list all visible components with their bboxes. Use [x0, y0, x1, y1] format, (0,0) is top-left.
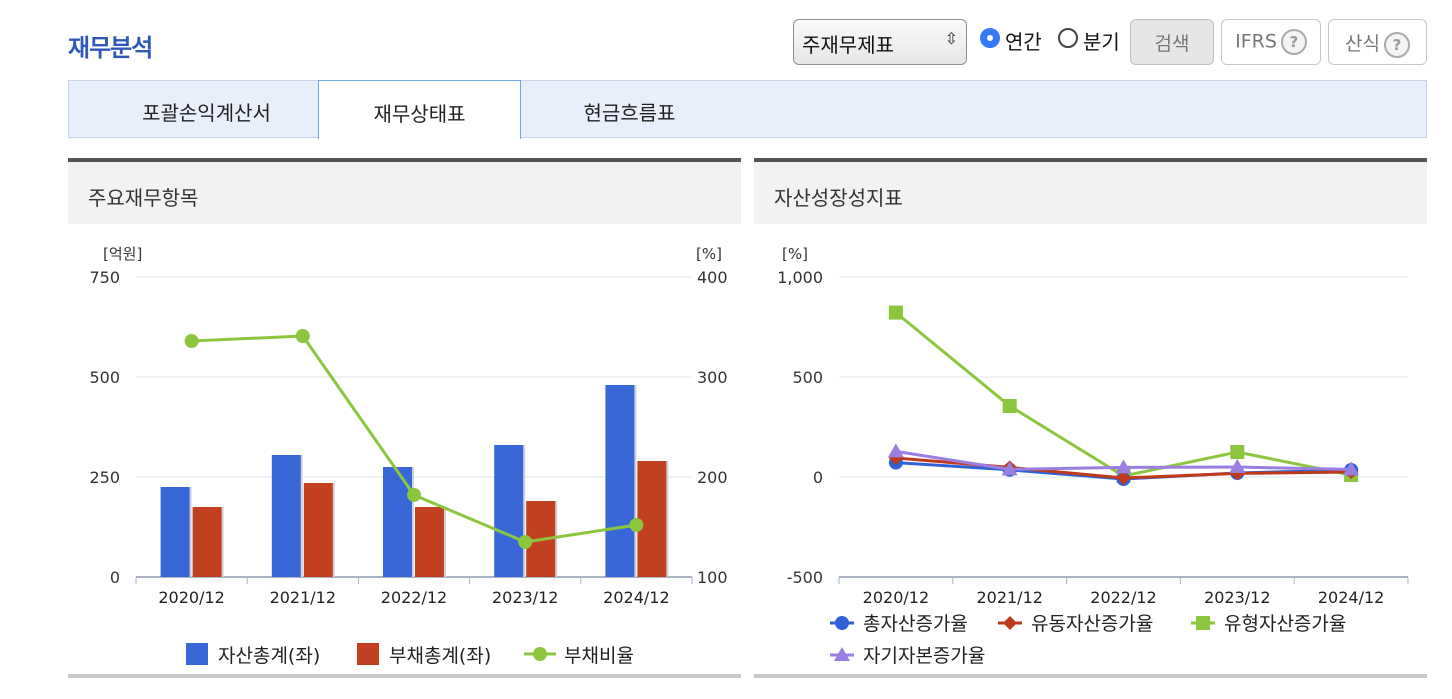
x-tick-label: 2021/12	[270, 588, 336, 607]
legend-label[interactable]: 자산총계(좌)	[218, 645, 320, 667]
legend-swatch-marker	[1003, 616, 1017, 630]
left-tick-label: 0	[110, 568, 120, 587]
x-tick-label: 2024/12	[603, 588, 669, 607]
debt-ratio-series	[184, 329, 644, 549]
x-tick-label: 2020/12	[863, 588, 929, 607]
left-axis-unit: [억원]	[103, 245, 142, 263]
help-icon: ?	[1280, 29, 1307, 55]
statement-type-value: 주재무제표	[802, 33, 894, 57]
right-tick-label: 300	[697, 368, 728, 387]
financial-items-chart: [억원] [%] 0 250 500 750 100 200 300 400 2020/12…	[89, 245, 728, 667]
tangible-asset-growth-point	[1002, 399, 1017, 413]
statement-tab-bar	[68, 80, 1427, 138]
growth-x-axis-labels: 2020/12 2021/12 2022/12 2023/12 2024/12	[863, 588, 1385, 607]
left-tick-label: 250	[89, 468, 120, 487]
tangible-asset-growth-point	[1230, 445, 1245, 459]
ifrs-button-label: IFRS	[1235, 30, 1277, 53]
equity-growth-point	[1115, 459, 1132, 474]
right-tick-label: 100	[697, 568, 728, 587]
x-tick-label: 2022/12	[381, 588, 447, 607]
debt-ratio-point	[184, 334, 199, 348]
legend-label[interactable]: 부채총계(좌)	[389, 645, 491, 667]
formula-button[interactable]: 산식?	[1328, 19, 1427, 65]
growth-axis-ticks: -500 0 500 1,000	[777, 268, 823, 587]
legend-swatch-marker	[834, 647, 850, 661]
help-icon: ?	[1383, 31, 1410, 58]
right-panel-header: 자산성장성지표	[754, 158, 1427, 224]
right-axis-ticks: 100 200 300 400	[697, 268, 728, 587]
formula-button-label: 산식	[1345, 33, 1380, 55]
annual-radio[interactable]	[980, 28, 1000, 48]
left-axis-ticks: 0 250 500 750	[89, 268, 120, 587]
growth-series	[887, 305, 1360, 486]
select-chevron-icon: ⇳	[944, 29, 958, 48]
left-panel-footer-line	[68, 674, 741, 678]
total-assets-bar	[605, 385, 635, 577]
annual-radio-label[interactable]: 연간	[1005, 30, 1042, 54]
equity-growth-point	[1343, 461, 1360, 476]
tab-cash-flow[interactable]: 현금흐름표	[583, 101, 676, 125]
statement-type-select[interactable]: 주재무제표 ⇳	[793, 19, 967, 65]
right-tick-label: 200	[697, 468, 728, 487]
y-tick-label: 500	[792, 368, 823, 387]
legend-label[interactable]: 부채비율	[564, 645, 634, 667]
legend-swatch-point	[533, 647, 547, 661]
x-tick-label: 2022/12	[1090, 588, 1156, 607]
legend-swatch-marker	[835, 616, 849, 630]
x-tick-label: 2021/12	[976, 588, 1042, 607]
tangible-asset-growth-point	[888, 305, 903, 320]
x-axis-labels: 2020/12 2021/12 2022/12 2023/12 2024/12	[158, 588, 669, 607]
ifrs-button[interactable]: IFRS?	[1221, 19, 1321, 65]
left-chart-legend[interactable]: 자산총계(좌) 부채총계(좌) 부채비율	[186, 643, 634, 667]
current-asset-growth-point	[1116, 471, 1131, 485]
legend-label[interactable]: 유형자산증가율	[1224, 613, 1346, 635]
total-liabilities-bar	[192, 507, 222, 577]
total-liabilities-bar	[415, 507, 444, 577]
right-axis-unit: [%]	[696, 245, 722, 263]
page-title: 재무분석	[68, 34, 153, 62]
debt-ratio-point	[407, 488, 421, 502]
bar-series	[160, 385, 669, 577]
debt-ratio-point	[629, 518, 644, 532]
y-tick-label: 1,000	[777, 268, 823, 287]
equity-growth-point	[1001, 461, 1018, 476]
quarter-radio-label[interactable]: 분기	[1083, 30, 1120, 54]
x-tick-label: 2020/12	[158, 588, 224, 607]
legend-swatch-marker	[1196, 616, 1210, 630]
equity-growth-point	[887, 443, 904, 458]
right-panel-footer-line	[754, 674, 1427, 678]
y-tick-label: 0	[813, 468, 823, 487]
tab-income-statement[interactable]: 포괄손익계산서	[142, 101, 271, 125]
legend-label[interactable]: 총자산증가율	[863, 613, 968, 635]
total-assets-bar	[160, 487, 190, 577]
equity-growth-point	[1229, 459, 1246, 473]
quarter-radio[interactable]	[1058, 28, 1078, 48]
right-chart-grid	[838, 276, 1409, 584]
total-assets-bar	[271, 455, 301, 577]
x-tick-label: 2023/12	[1204, 588, 1270, 607]
legend-swatch	[186, 643, 208, 665]
legend-swatch	[357, 643, 379, 665]
x-tick-label: 2023/12	[492, 588, 558, 607]
search-button[interactable]: 검색	[1130, 19, 1214, 65]
total-liabilities-bar	[637, 461, 667, 577]
right-tick-label: 400	[697, 268, 728, 287]
total-assets-bar	[494, 445, 524, 577]
total-liabilities-bar	[303, 483, 333, 577]
debt-ratio-point	[518, 535, 533, 549]
y-tick-label: -500	[787, 568, 823, 587]
growth-axis-unit: [%]	[782, 245, 808, 263]
x-tick-label: 2024/12	[1318, 588, 1384, 607]
tangible-asset-growth-line	[894, 311, 1352, 478]
debt-ratio-point	[295, 329, 310, 343]
left-panel-header: 주요재무항목	[68, 158, 741, 224]
legend-label[interactable]: 유동자산증가율	[1031, 613, 1153, 635]
tab-balance-sheet[interactable]: 재무상태표	[318, 80, 521, 139]
left-tick-label: 500	[89, 368, 120, 387]
left-tick-label: 750	[89, 268, 120, 287]
legend-label[interactable]: 자기자본증가율	[863, 645, 985, 667]
